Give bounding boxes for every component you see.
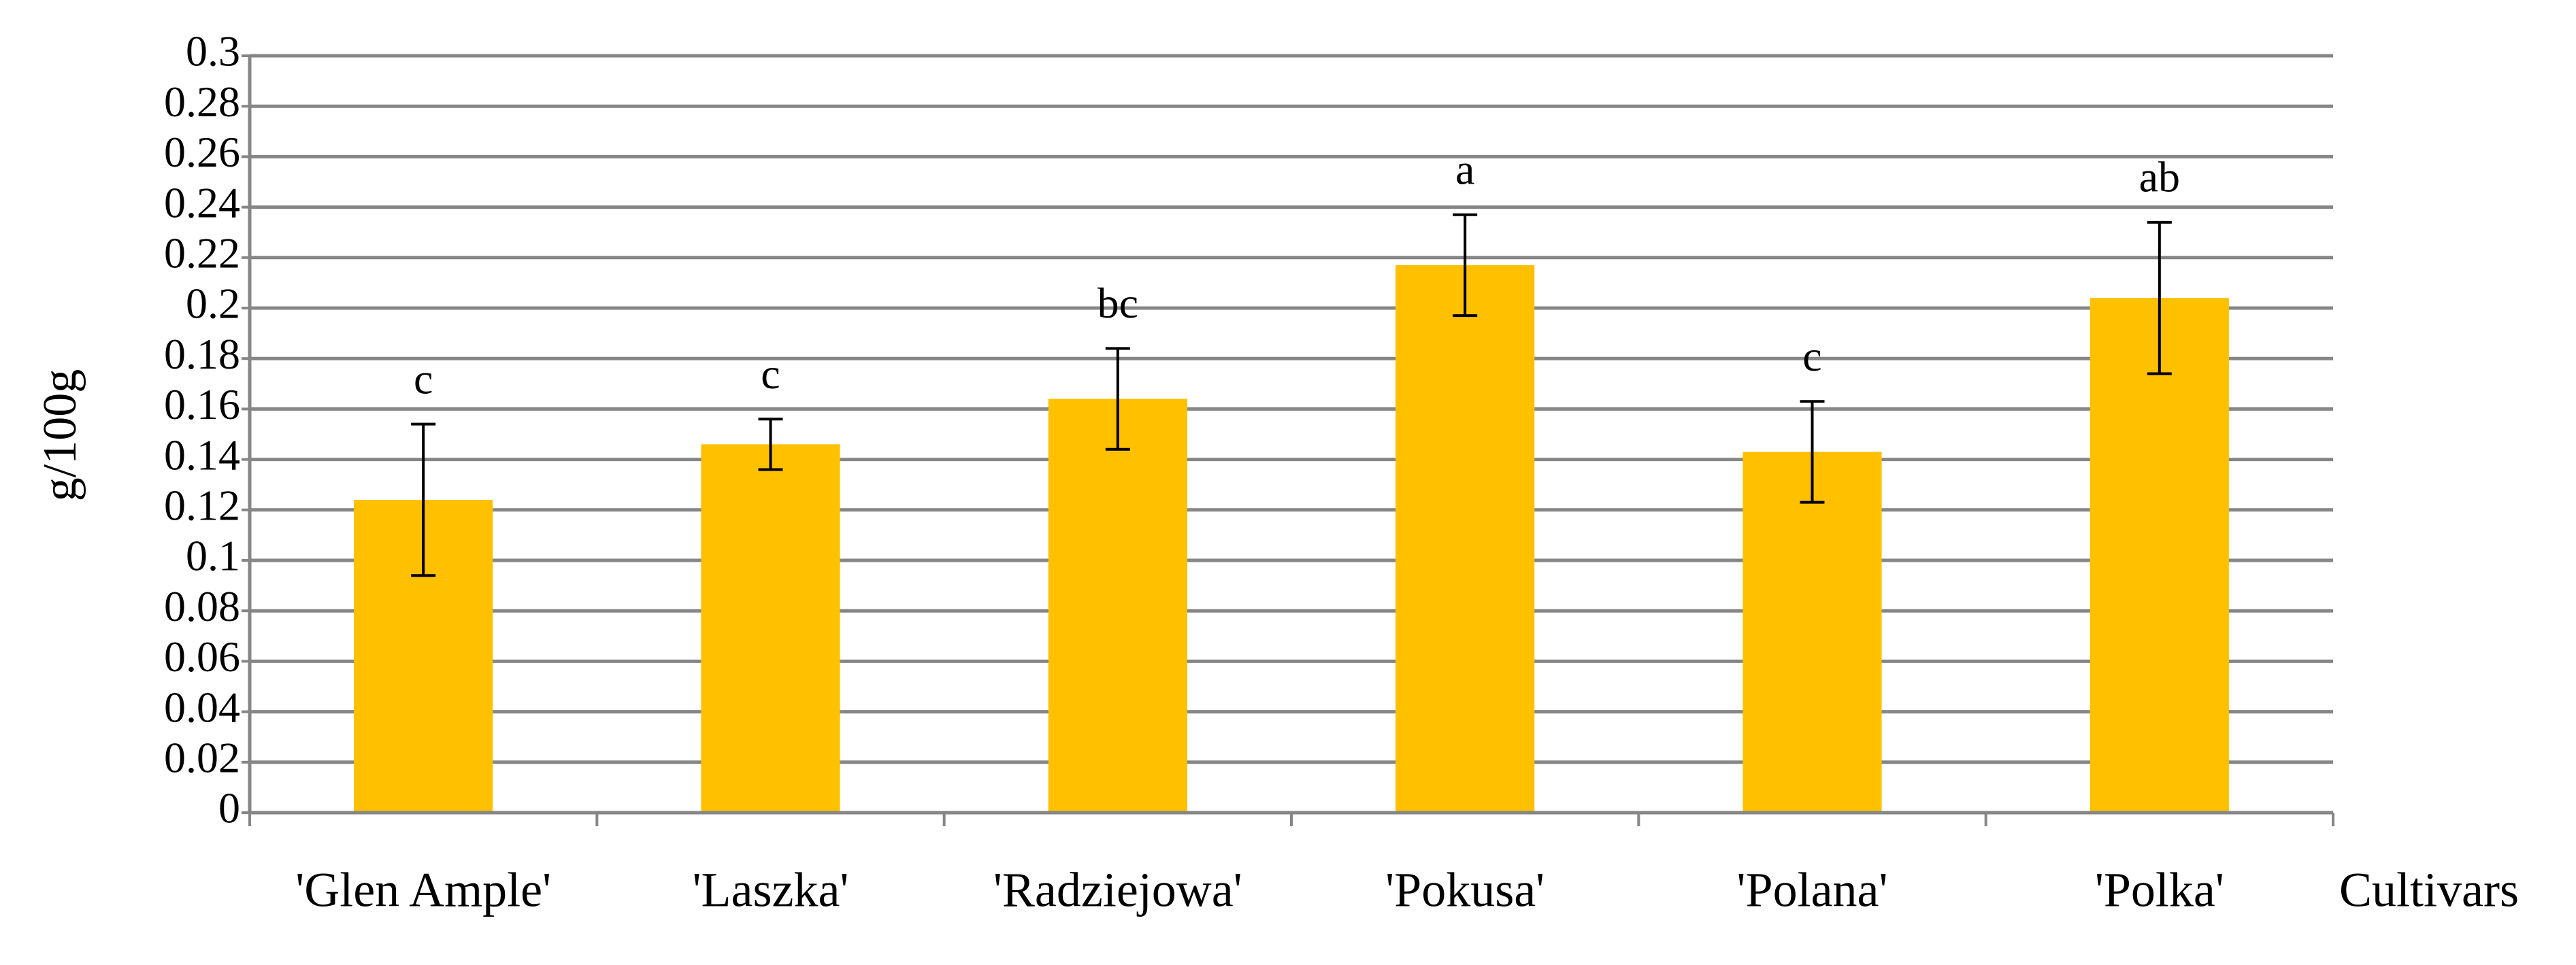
y-tick-label: 0.08 (164, 582, 240, 630)
y-tick-label: 0.2 (186, 280, 240, 328)
y-tick-label: 0 (218, 784, 240, 832)
significance-letter: bc (1097, 279, 1138, 327)
error-bar (1800, 400, 1825, 504)
y-tick-label: 0.18 (164, 330, 240, 378)
y-tick-label: 0.24 (164, 178, 240, 226)
error-bar (2147, 220, 2172, 375)
y-tick-label: 0.06 (164, 632, 240, 681)
bar (1743, 452, 1882, 813)
significance-letter: a (1455, 145, 1474, 193)
significance-letter: ab (2139, 153, 2180, 201)
y-tick-label: 0.3 (186, 27, 240, 75)
x-axis-label: Cultivars (2339, 863, 2519, 917)
x-tick-label: 'Radziejowa' (993, 863, 1242, 917)
significance-letter: c (1802, 332, 1821, 380)
y-tick-label: 0.28 (164, 78, 240, 126)
y-tick-label: 0.12 (164, 481, 240, 529)
y-tick-label: 0.1 (186, 532, 240, 580)
error-bar (1105, 347, 1130, 451)
bar (1048, 399, 1187, 813)
error-bar (411, 422, 436, 577)
y-axis-label: g/100g (34, 369, 86, 501)
x-tick-label: 'Laszka' (693, 863, 849, 917)
y-tick-label: 0.02 (164, 733, 240, 781)
error-bar (758, 418, 783, 471)
bar (2090, 298, 2229, 813)
x-tick-label: 'Glen Ample' (295, 863, 551, 917)
bar (1396, 265, 1535, 813)
bar (701, 444, 840, 813)
x-tick-label: 'Polka' (2095, 863, 2224, 917)
y-tick-label: 0.16 (164, 380, 240, 428)
y-tick-label: 0.22 (164, 228, 240, 277)
y-tick-label: 0.14 (164, 430, 240, 479)
y-tick-label: 0.04 (164, 683, 240, 731)
significance-letter: c (761, 350, 780, 398)
significance-letter: c (414, 354, 433, 403)
x-tick-label: 'Pokusa' (1385, 863, 1545, 917)
y-tick-label: 0.26 (164, 128, 240, 176)
error-bar (1453, 213, 1478, 318)
x-tick-label: 'Polana' (1737, 863, 1888, 917)
